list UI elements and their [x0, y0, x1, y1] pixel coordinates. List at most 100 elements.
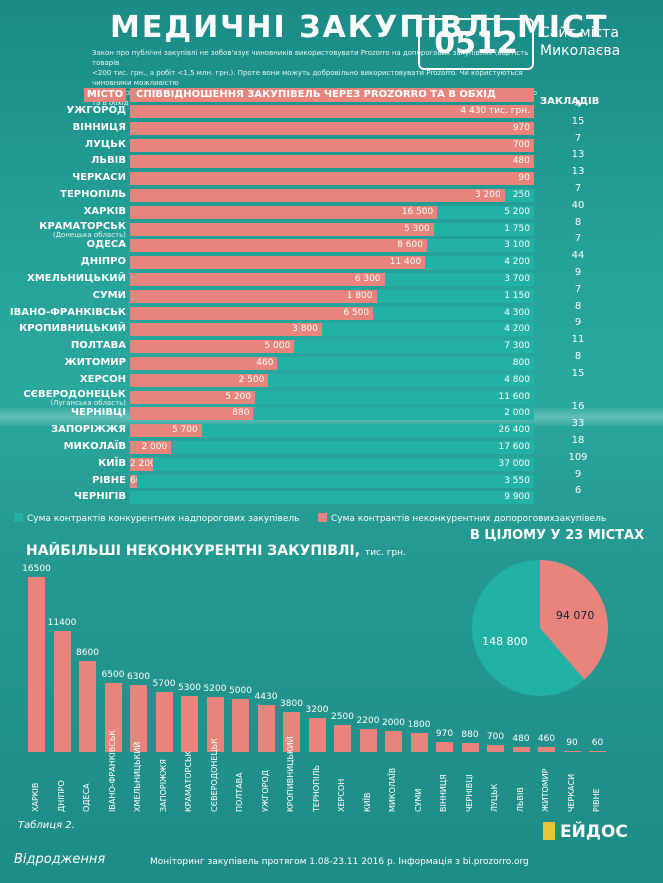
- row-institutions: 15: [571, 367, 585, 379]
- vertical-bar-category: КИЇВ: [362, 792, 372, 812]
- bar-competitive-label: 7 300: [504, 341, 530, 352]
- bar-noncompetitive-label: 6 300: [354, 274, 381, 284]
- vertical-bar-label: 460: [537, 734, 556, 745]
- pie-slice-label: 148 800: [482, 635, 528, 648]
- vertical-bar: [385, 730, 402, 752]
- vertical-bar-label: 2200: [356, 715, 380, 726]
- vertical-bar-category: УЖГОРОД: [260, 769, 270, 812]
- vertical-bar: [359, 728, 377, 752]
- row-city-label: ІВАНО-ФРАНКІВСЬК: [9, 306, 126, 318]
- vertical-bar: [436, 741, 453, 752]
- row-institutions: 44: [571, 250, 585, 262]
- vertical-bar-label: 6300: [127, 672, 150, 683]
- row-city-label: ХАРКІВ: [83, 205, 126, 217]
- vertical-bar: [410, 732, 428, 752]
- vertical-bar-category: КРОПИВНИЦЬКИЙ: [286, 736, 295, 812]
- bar-competitive: [425, 256, 534, 270]
- vertical-bar-category: ПОЛТАВА: [235, 772, 244, 812]
- bar-noncompetitive: [130, 256, 426, 270]
- row-city-label: КИЇВ: [98, 457, 126, 469]
- legend-red: Сума контрактів неконкурентних допорогов…: [318, 513, 606, 524]
- bar-noncompetitive-label: 480: [512, 156, 530, 167]
- bar-competitive-label: 26 400: [498, 425, 530, 436]
- bar-noncompetitive: [130, 357, 278, 370]
- page-title: МЕДИЧНІ ЗАКУПІВЛІ МІСТ: [110, 10, 609, 45]
- pie-slice: [540, 560, 608, 680]
- vertical-bar-label: 5200: [203, 683, 227, 694]
- bar-competitive-label: 1 750: [504, 223, 530, 234]
- vertical-bar: [130, 685, 147, 752]
- row-city-label: ТЕРНОПІЛЬ: [60, 189, 126, 200]
- pie-title: В ЦІЛОМУ У 23 МІСТАХ: [470, 528, 645, 543]
- row-institutions: 8: [574, 216, 582, 228]
- row-city-label: РІВНЕ: [92, 474, 126, 486]
- row-city-label: ДНІПРО: [80, 256, 126, 268]
- bar-noncompetitive: [130, 189, 505, 202]
- vertical-bar: [257, 705, 275, 752]
- bar-competitive-label: 3 550: [504, 475, 530, 486]
- vertical-bar-category: ЖИТОМИР: [541, 768, 550, 813]
- vertical-bar-label: 3200: [305, 705, 329, 716]
- vertical-bar: [563, 751, 581, 752]
- bar-noncompetitive-label: 3 800: [292, 324, 318, 335]
- row-institutions: 40: [571, 199, 585, 211]
- site-name[interactable]: Сайт міста Миколаєва: [540, 24, 620, 60]
- vertical-bar-category: СУМИ: [413, 788, 423, 812]
- bar-competitive: [433, 222, 534, 236]
- bar-competitive: [321, 323, 534, 337]
- vertical-bar-label: 480: [512, 733, 530, 744]
- table-caption: Таблиця 2.: [18, 820, 75, 831]
- bar-competitive: [152, 457, 534, 471]
- vertical-bar-label: 880: [461, 729, 479, 740]
- bar-competitive: [171, 441, 534, 454]
- bar-competitive-label: 11 600: [498, 391, 530, 402]
- bar-noncompetitive: [130, 457, 153, 471]
- bar-competitive: [268, 373, 534, 387]
- bar-noncompetitive: [130, 407, 254, 421]
- site-logo[interactable]: 0512: [418, 18, 534, 70]
- row-city-label: ПОЛТАВА: [70, 340, 126, 352]
- vertical-bar: [28, 577, 45, 752]
- legend-swatch-red: [318, 513, 327, 522]
- row-city-label: МИКОЛАЇВ: [63, 441, 126, 452]
- vertical-bar: [79, 660, 96, 752]
- bar-noncompetitive-label: 2 200: [130, 458, 156, 469]
- bar-competitive: [277, 357, 534, 370]
- pie-slice: [472, 560, 585, 696]
- vertical-bar: [53, 631, 71, 752]
- vertical-bar-category: ХМЕЛЬНИЦЬКИЙ: [133, 741, 142, 812]
- legend-teal: Сума контрактів конкурентних надпорогови…: [14, 513, 299, 524]
- bar-noncompetitive-label: 60: [130, 476, 141, 486]
- bar-competitive-label: 250: [512, 190, 530, 200]
- bar-noncompetitive: [130, 138, 534, 152]
- row-city-label: СУМИ: [92, 289, 126, 301]
- bar-noncompetitive: [130, 205, 438, 219]
- bar-competitive-label: 4 200: [504, 324, 530, 335]
- bar-noncompetitive-label: 5 000: [264, 341, 291, 352]
- vertical-bar-category: ЗАПОРІЖЖЯ: [158, 759, 168, 812]
- vertical-bar-label: 16500: [22, 564, 51, 574]
- vertical-bar-label: 700: [486, 731, 505, 742]
- legend-swatch-teal: [14, 513, 23, 522]
- row-institutions: 33: [571, 418, 585, 430]
- bar-competitive-label: 5 200: [504, 206, 530, 217]
- row-institutions: 8: [574, 300, 582, 312]
- row-institutions: 13: [571, 149, 585, 161]
- bar-noncompetitive-label: 2 500: [238, 374, 265, 385]
- row-institutions: 9: [574, 317, 582, 329]
- bar-noncompetitive-label: 5 200: [225, 391, 252, 402]
- pie-slice-label: 94 070: [556, 609, 595, 622]
- row-institutions: 18: [571, 435, 585, 446]
- vertical-bar: [461, 742, 479, 752]
- vertical-bar-category: ВІННИЦЯ: [439, 774, 448, 812]
- bar-competitive: [201, 424, 534, 438]
- vertical-bar-category: ЛУЦЬК: [490, 783, 499, 812]
- bar-noncompetitive: [130, 121, 534, 135]
- row-institutions: 7: [574, 132, 582, 144]
- vertical-bar-category: МИКОЛАЇВ: [388, 767, 397, 812]
- vertical-bar: [104, 683, 122, 752]
- vertical-bar-label: 5700: [152, 678, 176, 689]
- row-city-label: КРАМАТОРСЬК: [39, 220, 126, 232]
- bar-competitive: [294, 340, 534, 354]
- bar-competitive: [255, 390, 534, 404]
